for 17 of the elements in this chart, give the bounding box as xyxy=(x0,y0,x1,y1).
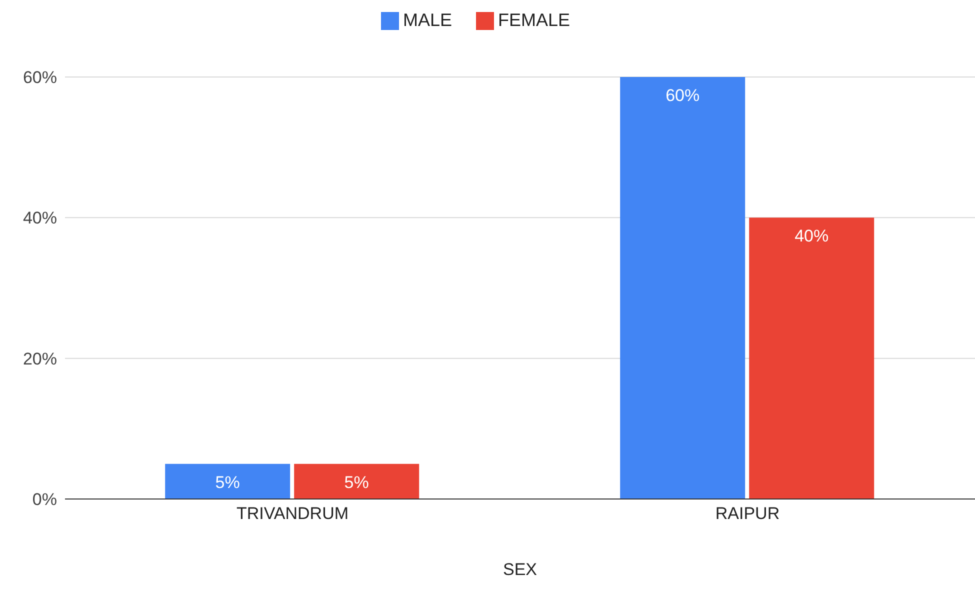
bar xyxy=(620,77,746,499)
bar xyxy=(294,464,420,499)
bar xyxy=(165,464,290,499)
legend-label: FEMALE xyxy=(498,10,570,30)
data-label: 60% xyxy=(666,86,700,105)
x-tick-label: TRIVANDRUM xyxy=(236,504,349,524)
y-tick-label: 60% xyxy=(22,68,57,88)
y-tick-label: 0% xyxy=(32,490,57,510)
x-axis-title: SEX xyxy=(502,560,538,579)
data-label: 5% xyxy=(344,472,369,492)
data-label: 40% xyxy=(794,226,829,246)
legend-label: MALE xyxy=(402,10,452,30)
data-label: 5% xyxy=(215,472,240,492)
y-tick-label: 40% xyxy=(22,208,57,228)
y-tick-label: 20% xyxy=(22,349,57,368)
x-tick-label: RAIPUR xyxy=(715,504,780,524)
bar xyxy=(749,218,874,499)
